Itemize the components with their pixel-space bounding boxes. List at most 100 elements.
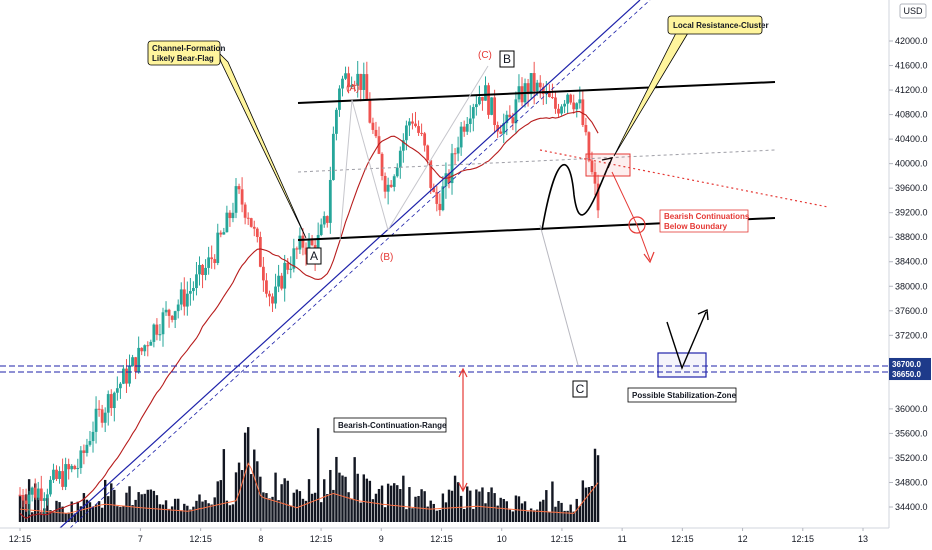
volume-bar (128, 486, 131, 522)
candle-body (414, 123, 417, 127)
volume-bar (256, 461, 259, 522)
candle-body (237, 186, 241, 190)
candle-body (219, 232, 223, 235)
volume-bar (195, 500, 198, 522)
volume-bar (514, 495, 518, 522)
price-tag[interactable]: 36650.0 (889, 368, 931, 381)
volume-bar (511, 511, 515, 522)
candle (134, 356, 138, 380)
candle-body (58, 471, 61, 479)
price-axis[interactable]: 34400.0 34800.0 35200.0 35600.0 36000.0 37200… (888, 0, 931, 528)
candle-body (544, 92, 548, 95)
candle-body (368, 100, 372, 123)
bearish-circle (628, 216, 646, 234)
label-text: Possible Stabilization-Zone (632, 391, 737, 400)
stabilization-box (657, 352, 707, 378)
volume-bar (584, 487, 588, 522)
volume-bar (164, 500, 168, 522)
volume-bar (441, 493, 445, 522)
candle (213, 254, 217, 270)
candle (246, 212, 250, 226)
candle-body (252, 226, 256, 229)
volume-bar (40, 511, 43, 522)
price-tag[interactable]: 36700.0 (889, 357, 931, 370)
candle (42, 492, 46, 514)
volume-bar (499, 497, 502, 522)
candle (450, 143, 454, 195)
volume-bar (444, 502, 448, 522)
volume-bar (517, 496, 521, 522)
candle-body (82, 450, 86, 453)
candle (115, 376, 119, 401)
time-tick-label: 12:15 (551, 534, 574, 544)
price-tick-label: 40800.0 (895, 110, 928, 120)
candle (283, 254, 287, 302)
volume-bar (34, 483, 37, 522)
volume-bar (216, 481, 219, 522)
price-tick-label: 38800.0 (895, 232, 928, 242)
time-axis[interactable]: 12:15 7 12:15 8 12:15 9 12:15 10 12:15 11 12:15 12 1… (0, 527, 889, 544)
volume-bar (359, 502, 362, 522)
ascending-trendline-dashed (69, 0, 651, 529)
volume-bar (536, 509, 539, 522)
candle-body (356, 73, 360, 86)
candle-body (137, 347, 141, 372)
volume-bar (167, 508, 171, 522)
candle-body (417, 126, 420, 133)
candle-body (322, 216, 326, 225)
volume-bar (146, 489, 149, 522)
candle-body (258, 236, 262, 267)
volume-bar (368, 480, 372, 522)
volume-bar (338, 472, 341, 522)
candle-body (395, 167, 399, 177)
candle (490, 97, 493, 116)
candle-body (328, 179, 332, 223)
volume-bar (490, 487, 493, 522)
overlay-layer (0, 0, 889, 529)
price-tick-label: 35200.0 (895, 453, 928, 463)
candle-body (225, 212, 229, 233)
candle (319, 218, 323, 237)
volume-bar (523, 501, 527, 522)
candle-body (478, 97, 481, 105)
candle (137, 336, 141, 374)
candle (158, 324, 162, 341)
candle-body (353, 84, 357, 86)
volume-bar (119, 506, 122, 522)
volume-bar (125, 492, 128, 522)
volume-bar (37, 494, 40, 522)
volume-bar (596, 455, 600, 522)
volume-bar (67, 512, 70, 522)
candle (502, 113, 506, 144)
volume-bar (520, 503, 524, 522)
wave-label-b: (B) (380, 252, 393, 263)
candle (30, 486, 34, 502)
candle-body (520, 86, 524, 103)
candle-body (36, 488, 40, 498)
candle-body (255, 228, 259, 237)
bearish-arrow-line (611, 171, 651, 261)
candle (295, 246, 299, 260)
candle-body (496, 125, 500, 132)
candle-body (234, 186, 238, 213)
candle (347, 66, 350, 94)
volume-bar (399, 489, 402, 522)
volume-bar (122, 505, 125, 522)
currency-badge[interactable]: USD (899, 3, 927, 19)
candle (328, 166, 332, 234)
candle (21, 489, 25, 508)
candle-body (362, 74, 366, 90)
candle (471, 103, 475, 132)
candle-body (301, 235, 305, 248)
candle-body (70, 465, 74, 470)
candle-body (502, 123, 506, 134)
volume-bar (529, 508, 533, 522)
volume-bar (405, 509, 408, 522)
candle-body (401, 140, 405, 151)
volume-bar (61, 506, 64, 522)
volume-bar (548, 512, 551, 522)
candle (383, 172, 387, 199)
candle-body (103, 412, 107, 423)
candle-body (204, 267, 207, 276)
